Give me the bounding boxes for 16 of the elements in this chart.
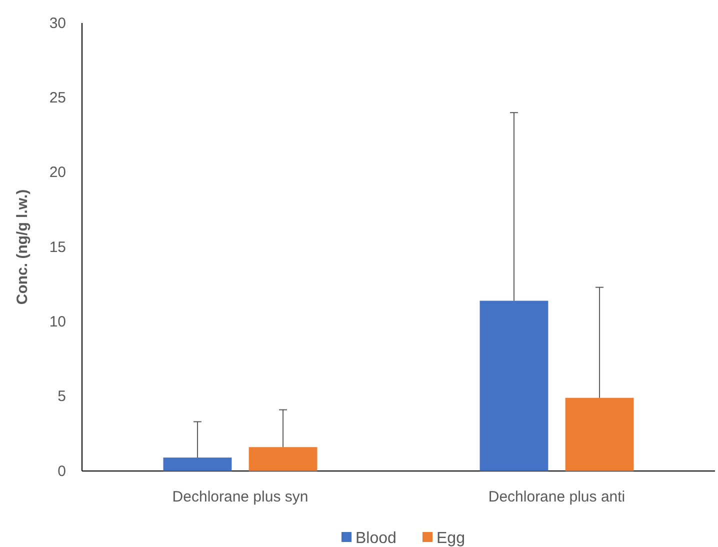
y-tick-label: 25 xyxy=(49,89,66,106)
bar xyxy=(480,300,548,471)
y-tick-label: 5 xyxy=(58,388,66,406)
x-tick-label: Dechlorane plus syn xyxy=(172,488,308,506)
bar xyxy=(248,447,318,471)
y-tick-label: 15 xyxy=(49,238,66,256)
x-tick-label: Dechlorane plus anti xyxy=(488,488,626,506)
y-tick-label: 10 xyxy=(49,313,66,330)
y-tick-label: 30 xyxy=(49,14,66,32)
y-tick-label: 0 xyxy=(58,462,66,480)
legend-label: Egg xyxy=(436,530,465,547)
y-axis-title: Conc. (ng/g l.w.) xyxy=(14,189,31,305)
y-tick-label: 20 xyxy=(49,164,66,182)
legend-label: Blood xyxy=(356,530,396,547)
bar xyxy=(565,398,634,471)
bar xyxy=(163,458,232,471)
